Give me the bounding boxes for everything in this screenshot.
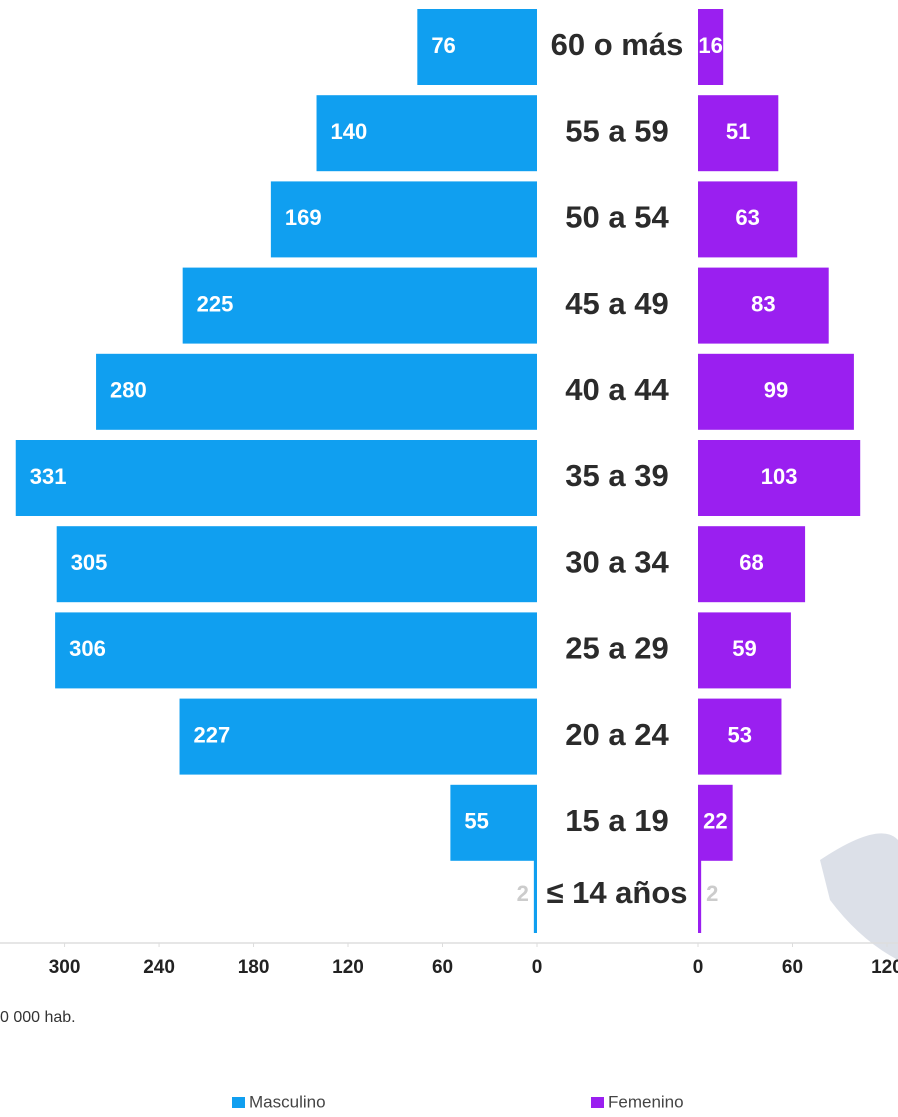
bar <box>417 9 537 85</box>
value-label: 305 <box>71 550 108 575</box>
value-label: 2 <box>517 881 529 906</box>
value-label: 306 <box>69 636 106 661</box>
bar <box>698 612 791 689</box>
x-tick-label: 240 <box>143 957 175 978</box>
x-tick-label: 60 <box>782 957 803 978</box>
bar <box>450 784 537 861</box>
value-label: 51 <box>726 119 750 144</box>
category-label: 40 a 44 <box>565 372 669 407</box>
legend-label: Masculino <box>249 1092 326 1111</box>
bar <box>698 267 829 344</box>
value-label: 99 <box>764 378 788 403</box>
x-tick-label: 180 <box>238 957 270 978</box>
bar <box>698 95 779 172</box>
bar <box>96 353 537 430</box>
bar <box>698 526 806 603</box>
value-label: 225 <box>197 291 234 316</box>
value-label: 83 <box>751 291 775 316</box>
x-tick-label: 0 <box>693 957 704 978</box>
value-label: 16 <box>698 33 722 58</box>
x-tick-label: 120 <box>871 957 898 978</box>
value-label: 59 <box>732 636 756 661</box>
legend-swatch <box>591 1097 604 1108</box>
bar <box>56 526 538 603</box>
legend-swatch <box>232 1097 245 1108</box>
value-label: 63 <box>735 205 759 230</box>
bar <box>15 440 537 516</box>
value-label: 22 <box>703 809 727 834</box>
category-label: 45 a 49 <box>565 286 668 321</box>
legend-label: Femenino <box>608 1092 684 1111</box>
bar <box>698 857 702 933</box>
value-label: 2 <box>706 881 718 906</box>
bar <box>533 857 537 933</box>
value-label: 140 <box>331 119 368 144</box>
category-label: 25 a 29 <box>565 631 668 666</box>
x-tick-label: 300 <box>49 957 81 978</box>
value-label: 331 <box>30 464 67 489</box>
x-tick-label: 120 <box>332 957 364 978</box>
bar <box>698 9 724 85</box>
category-label: ≤ 14 años <box>546 875 687 910</box>
bar <box>316 95 537 172</box>
bar <box>698 353 854 430</box>
value-label: 280 <box>110 378 147 403</box>
category-label: 35 a 39 <box>565 458 668 493</box>
decoration <box>820 833 898 960</box>
category-label: 50 a 54 <box>565 200 669 235</box>
x-tick-label: 60 <box>432 957 453 978</box>
x-tick-label: 0 <box>532 957 543 978</box>
value-label: 53 <box>727 722 751 747</box>
bar <box>698 440 861 516</box>
value-label: 68 <box>739 550 763 575</box>
bar <box>270 181 537 258</box>
bar <box>179 698 537 775</box>
bar <box>182 267 537 344</box>
bar <box>698 181 798 258</box>
bar <box>698 698 782 775</box>
category-label: 60 o más <box>551 27 684 62</box>
category-label: 30 a 34 <box>565 544 669 579</box>
value-label: 103 <box>761 464 798 489</box>
category-label: 20 a 24 <box>565 717 669 752</box>
value-label: 76 <box>431 33 455 58</box>
category-label: 55 a 59 <box>565 113 668 148</box>
bar <box>698 784 733 861</box>
value-label: 55 <box>464 809 488 834</box>
note: 0 000 hab. <box>0 1009 76 1026</box>
value-label: 169 <box>285 205 322 230</box>
value-label: 227 <box>194 722 231 747</box>
bar <box>55 612 537 689</box>
category-label: 15 a 19 <box>565 803 668 838</box>
